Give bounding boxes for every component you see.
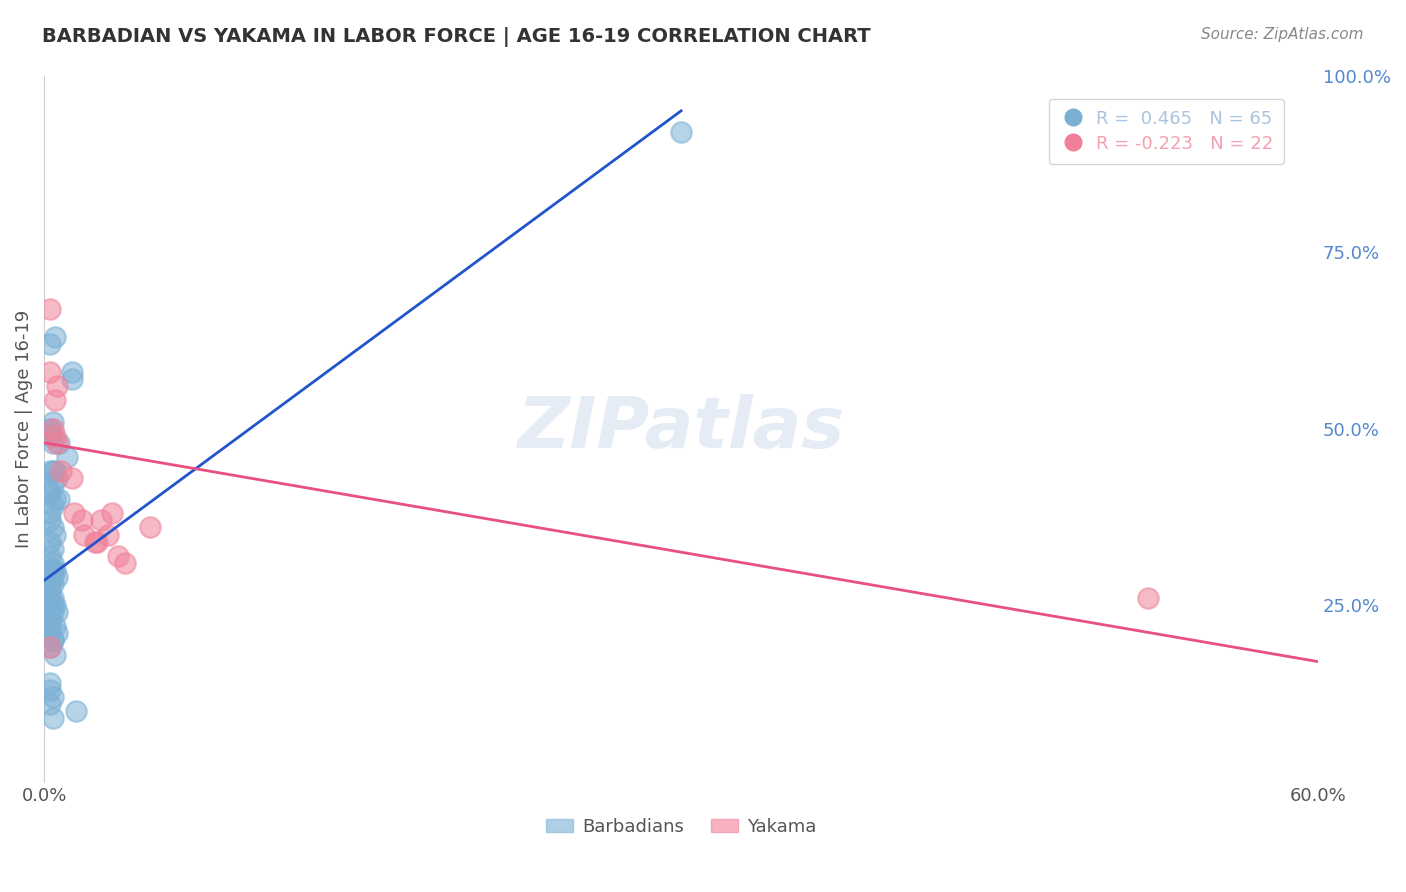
Point xyxy=(44,598,66,612)
Point xyxy=(45,605,67,619)
Point xyxy=(63,506,86,520)
Point xyxy=(39,428,62,442)
Point xyxy=(41,633,63,648)
Point xyxy=(44,648,66,662)
Point xyxy=(45,379,67,393)
Point xyxy=(41,500,63,514)
Point xyxy=(45,570,67,584)
Point xyxy=(41,556,63,570)
Point xyxy=(84,534,107,549)
Point xyxy=(39,591,62,605)
Point xyxy=(39,605,62,619)
Point xyxy=(39,675,62,690)
Point xyxy=(39,697,62,711)
Point xyxy=(39,421,62,435)
Point xyxy=(44,492,66,507)
Point xyxy=(41,598,63,612)
Point xyxy=(37,485,59,500)
Point xyxy=(72,513,94,527)
Point xyxy=(44,619,66,633)
Point xyxy=(41,563,63,577)
Text: ZIPatlas: ZIPatlas xyxy=(517,394,845,463)
Point xyxy=(44,527,66,541)
Point xyxy=(41,435,63,450)
Point xyxy=(90,513,112,527)
Point xyxy=(41,421,63,435)
Point xyxy=(41,520,63,534)
Point xyxy=(39,612,62,626)
Point xyxy=(44,428,66,442)
Legend: Barbadians, Yakama: Barbadians, Yakama xyxy=(538,811,824,843)
Point xyxy=(39,563,62,577)
Point xyxy=(44,563,66,577)
Point xyxy=(39,563,62,577)
Point xyxy=(45,626,67,640)
Point xyxy=(39,506,62,520)
Point xyxy=(41,464,63,478)
Point xyxy=(39,598,62,612)
Point xyxy=(49,464,72,478)
Point xyxy=(39,577,62,591)
Text: BARBADIAN VS YAKAMA IN LABOR FORCE | AGE 16-19 CORRELATION CHART: BARBADIAN VS YAKAMA IN LABOR FORCE | AGE… xyxy=(42,27,870,46)
Point xyxy=(39,336,62,351)
Point xyxy=(1137,591,1160,605)
Point xyxy=(86,534,108,549)
Point xyxy=(48,492,70,507)
Point xyxy=(101,506,124,520)
Point xyxy=(39,626,62,640)
Point xyxy=(39,682,62,697)
Point xyxy=(56,450,79,464)
Point xyxy=(39,570,62,584)
Point xyxy=(44,393,66,408)
Point xyxy=(41,633,63,648)
Point xyxy=(39,619,62,633)
Point xyxy=(41,711,63,725)
Point xyxy=(73,527,96,541)
Point xyxy=(60,365,83,379)
Point xyxy=(45,471,67,485)
Point xyxy=(39,485,62,500)
Point xyxy=(39,513,62,527)
Point xyxy=(45,435,67,450)
Point xyxy=(41,415,63,429)
Point xyxy=(65,704,87,718)
Text: Source: ZipAtlas.com: Source: ZipAtlas.com xyxy=(1201,27,1364,42)
Point xyxy=(114,556,136,570)
Point xyxy=(41,605,63,619)
Point xyxy=(39,549,62,563)
Point xyxy=(44,464,66,478)
Point xyxy=(41,591,63,605)
Y-axis label: In Labor Force | Age 16-19: In Labor Force | Age 16-19 xyxy=(15,310,32,548)
Point xyxy=(39,640,62,655)
Point xyxy=(60,471,83,485)
Point xyxy=(41,570,63,584)
Point xyxy=(107,549,129,563)
Point xyxy=(41,478,63,492)
Point xyxy=(97,527,120,541)
Point xyxy=(39,591,62,605)
Point xyxy=(41,690,63,704)
Point xyxy=(39,421,62,435)
Point xyxy=(139,520,162,534)
Point xyxy=(39,612,62,626)
Point xyxy=(41,577,63,591)
Point xyxy=(48,435,70,450)
Point xyxy=(44,330,66,344)
Point xyxy=(39,640,62,655)
Point xyxy=(39,301,62,316)
Point xyxy=(39,365,62,379)
Point xyxy=(669,125,692,139)
Point xyxy=(39,584,62,599)
Point xyxy=(60,372,83,386)
Point xyxy=(41,541,63,556)
Point xyxy=(39,464,62,478)
Point xyxy=(39,534,62,549)
